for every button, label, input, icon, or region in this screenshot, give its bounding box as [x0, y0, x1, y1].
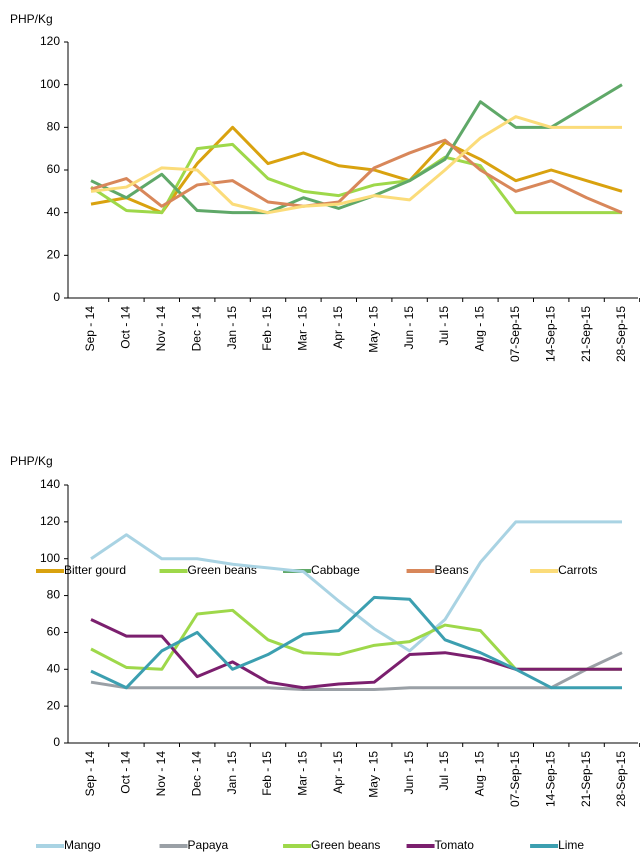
- x-tick-label: 28-Sep-15: [614, 751, 628, 807]
- x-tick-label: Apr - 15: [331, 306, 345, 349]
- x-tick-label: 07-Sep-15: [508, 306, 522, 362]
- series-line: [90, 618, 622, 690]
- y-tick-label: 40: [47, 205, 61, 219]
- series-line: [90, 608, 622, 671]
- x-tick-label: 21-Sep-15: [579, 306, 593, 362]
- legend-label: Cabbage: [311, 563, 360, 577]
- x-tick-label: May - 15: [366, 751, 380, 798]
- legend-label: Green beans: [188, 563, 257, 577]
- x-tick-label: Jun - 15: [402, 306, 416, 350]
- x-tick-label: Nov - 14: [154, 751, 168, 797]
- legend-label: Beans: [435, 563, 469, 577]
- series-line: [90, 520, 622, 653]
- x-tick-label: Jan - 15: [225, 751, 239, 795]
- x-tick-label: Dec - 14: [189, 306, 203, 352]
- x-tick-label: Jul - 15: [437, 751, 451, 791]
- x-tick-label: 14-Sep-15: [543, 751, 557, 807]
- x-tick-label: Oct - 14: [119, 306, 133, 349]
- x-tick-label: 14-Sep-15: [543, 306, 557, 362]
- x-tick-label: Apr - 15: [331, 751, 345, 794]
- y-tick-label: 60: [47, 625, 61, 639]
- x-tick-label: Jan - 15: [225, 306, 239, 350]
- x-tick-label: Feb - 15: [260, 306, 274, 351]
- series-line: [90, 651, 623, 692]
- y-tick-label: 120: [40, 514, 60, 528]
- x-tick-label: Dec - 14: [189, 751, 203, 797]
- y-tick-label: 80: [47, 120, 61, 134]
- legend-label: Papaya: [188, 838, 229, 852]
- y-tick-label: 0: [53, 735, 60, 749]
- x-tick-label: Jul - 15: [437, 306, 451, 346]
- y-tick-label: 20: [47, 248, 61, 262]
- x-tick-label: Mar - 15: [296, 751, 310, 796]
- x-tick-label: Aug - 15: [473, 751, 487, 797]
- x-tick-label: 28-Sep-15: [614, 306, 628, 362]
- series-line: [90, 142, 622, 215]
- series-line: [90, 83, 623, 215]
- x-tick-label: 21-Sep-15: [579, 751, 593, 807]
- series-line: [90, 138, 623, 215]
- y-tick-label: 100: [40, 77, 60, 91]
- x-tick-label: Oct - 14: [119, 751, 133, 794]
- x-tick-label: May - 15: [366, 306, 380, 353]
- series-line: [90, 125, 623, 215]
- x-tick-label: Jun - 15: [402, 751, 416, 795]
- y-tick-label: 0: [53, 290, 60, 304]
- y-tick-label: 80: [47, 588, 61, 602]
- legend-label: Carrots: [558, 563, 597, 577]
- x-tick-label: Aug - 15: [473, 306, 487, 352]
- legend-label: Green beans: [311, 838, 380, 852]
- series-line: [90, 595, 622, 690]
- y-axis-label: PHP/Kg: [10, 12, 53, 26]
- y-tick-label: 20: [47, 698, 61, 712]
- y-tick-label: 40: [47, 661, 61, 675]
- x-tick-label: 07-Sep-15: [508, 751, 522, 807]
- x-tick-label: Feb - 15: [260, 751, 274, 796]
- x-tick-label: Sep - 14: [83, 306, 97, 352]
- x-tick-label: Mar - 15: [296, 306, 310, 351]
- y-tick-label: 120: [40, 34, 60, 48]
- legend-label: Lime: [558, 838, 584, 852]
- y-tick-label: 140: [40, 477, 60, 491]
- y-axis-label: PHP/Kg: [10, 454, 53, 468]
- y-tick-label: 60: [47, 162, 61, 176]
- x-tick-label: Sep - 14: [83, 751, 97, 797]
- legend-label: Bitter gourd: [64, 563, 126, 577]
- legend-label: Mango: [64, 838, 101, 852]
- legend-label: Tomato: [435, 838, 475, 852]
- x-tick-label: Nov - 14: [154, 306, 168, 352]
- series-line: [90, 115, 622, 215]
- y-tick-label: 100: [40, 551, 60, 565]
